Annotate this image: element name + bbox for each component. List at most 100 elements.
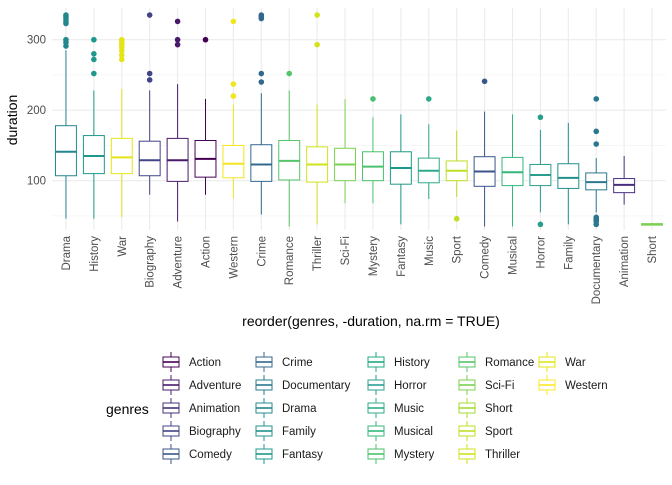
legend-label-thriller: Thriller — [485, 449, 520, 461]
box-horror — [529, 114, 552, 228]
legend-label-fantasy: Fantasy — [282, 449, 323, 461]
x-tick-label-adventure: Adventure — [173, 236, 185, 288]
box-sci-fi — [334, 98, 357, 204]
legend-item-documentary: Documentary — [255, 375, 351, 395]
legend-label-biography: Biography — [189, 426, 241, 438]
grid-layer — [52, 8, 666, 230]
iqr-box — [557, 163, 580, 189]
box-romance — [278, 70, 301, 227]
box-crime — [250, 12, 273, 215]
box-mystery — [361, 96, 384, 204]
box-animation — [613, 156, 636, 205]
iqr-box — [138, 140, 161, 177]
outlier-point — [453, 215, 460, 222]
legend-label-horror: Horror — [394, 380, 427, 392]
x-tick-label-western: Western — [228, 236, 240, 279]
legend-label-short: Short — [485, 403, 513, 415]
outlier-point — [258, 79, 265, 85]
outlier-point — [258, 12, 265, 18]
outlier-point — [425, 96, 432, 102]
outlier-point — [286, 70, 293, 77]
legend-item-musical: Musical — [367, 421, 433, 441]
legend-key-horror — [367, 375, 385, 395]
legend-key-sci-fi — [458, 375, 476, 395]
outlier-point — [370, 96, 376, 102]
x-tick-label-drama: Drama — [61, 235, 73, 270]
outlier-point — [230, 18, 237, 25]
box-war — [110, 36, 133, 218]
legend-label-western: Western — [565, 380, 608, 392]
x-tick-label-horror: Horror — [535, 236, 547, 269]
box-action — [194, 36, 217, 195]
legend-key-crime — [255, 352, 273, 372]
y-tick-label: 300 — [27, 35, 46, 47]
x-tick-label-animation: Animation — [619, 236, 631, 287]
axis-layer: 100 200 300 Drama History War Biography Adventu… — [27, 35, 659, 305]
y-axis-title: duration — [4, 95, 20, 146]
legend-label-war: War — [565, 357, 586, 369]
x-tick-label-romance: Romance — [284, 236, 296, 285]
legend-label-musical: Musical — [394, 426, 433, 438]
legend-label-crime: Crime — [282, 357, 313, 369]
legend-item-romance: Romance — [458, 352, 534, 372]
legend-item-fantasy: Fantasy — [255, 444, 323, 464]
x-tick-label-mystery: Mystery — [368, 236, 380, 277]
legend-key-romance — [458, 352, 476, 372]
legend-item-action: Action — [162, 352, 221, 372]
x-tick-label-family: Family — [563, 236, 575, 270]
outlier-point — [258, 70, 265, 77]
iqr-box — [82, 135, 105, 175]
legend-item-war: War — [538, 352, 586, 372]
x-tick-label-comedy: Comedy — [480, 236, 492, 279]
legend-label-sport: Sport — [485, 426, 513, 438]
legend-label-mystery: Mystery — [394, 449, 435, 461]
outlier-point — [537, 221, 544, 228]
box-fantasy — [389, 114, 412, 225]
legend-label-history: History — [394, 357, 430, 369]
legend-item-sci-fi: Sci-Fi — [458, 375, 514, 395]
box-comedy — [473, 78, 496, 227]
box-musical — [501, 114, 524, 227]
legend-label-comedy: Comedy — [189, 449, 232, 461]
x-tick-label-short: Short — [647, 235, 659, 263]
legend-label-action: Action — [189, 357, 221, 369]
outlier-point — [537, 114, 544, 121]
legend-label-romance: Romance — [485, 357, 534, 369]
outlier-point — [91, 70, 97, 77]
legend-label-sci-fi: Sci-Fi — [485, 380, 514, 392]
legend-item-horror: Horror — [367, 375, 427, 395]
outlier-point — [202, 36, 209, 43]
legend-label-adventure: Adventure — [189, 380, 241, 392]
outlier-point — [174, 41, 181, 48]
legend-item-adventure: Adventure — [162, 375, 241, 395]
outlier-point — [230, 93, 237, 99]
legend-label-drama: Drama — [282, 403, 317, 415]
legend-key-thriller — [458, 444, 476, 464]
legend-item-sport: Sport — [458, 421, 513, 441]
x-tick-label-thriller: Thriller — [312, 236, 324, 271]
outlier-point — [593, 141, 600, 147]
legend-item-thriller: Thriller — [458, 444, 520, 464]
legend-key-western — [538, 375, 556, 395]
outlier-point — [174, 18, 181, 25]
legend-title: genres — [106, 401, 149, 417]
legend-item-history: History — [367, 352, 430, 372]
box-adventure — [166, 18, 189, 222]
x-tick-label-war: War — [117, 236, 129, 257]
outlier-point — [91, 56, 97, 63]
y-tick-label: 100 — [27, 176, 46, 188]
outlier-point — [63, 12, 69, 18]
x-axis-title: reorder(genres, -duration, na.rm = TRUE) — [242, 313, 500, 329]
x-tick-label-history: History — [89, 236, 101, 272]
outlier-point — [174, 36, 181, 43]
box-history — [82, 36, 105, 219]
outlier-point — [146, 70, 153, 77]
legend-key-sport — [458, 421, 476, 441]
outlier-point — [481, 78, 488, 85]
outlier-point — [230, 81, 237, 87]
iqr-box — [250, 144, 273, 182]
legend-item-short: Short — [458, 398, 513, 418]
box-short — [641, 222, 664, 226]
outlier-point — [146, 77, 153, 83]
